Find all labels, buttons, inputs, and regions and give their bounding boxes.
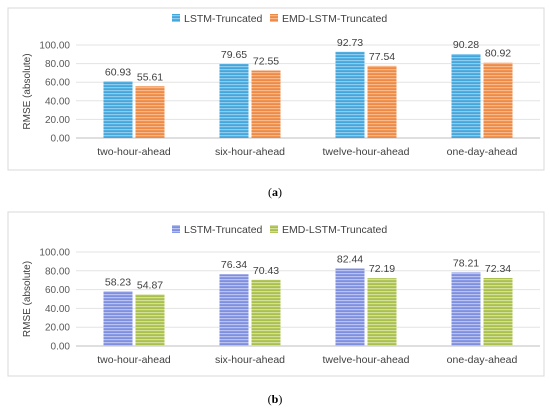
bar-emd-lstm-twelve-hour-ahead bbox=[367, 278, 397, 346]
x-tick-label: six-hour-ahead bbox=[215, 354, 285, 366]
legend-swatch bbox=[172, 225, 180, 233]
data-label: 78.21 bbox=[453, 257, 479, 269]
legend-label: LSTM-Truncated bbox=[184, 224, 263, 236]
x-tick-label: twelve-hour-ahead bbox=[323, 354, 410, 366]
bar-lstm-two-hour-ahead bbox=[103, 291, 133, 346]
data-label: 72.34 bbox=[485, 263, 511, 275]
legend-label: EMD-LSTM-Truncated bbox=[282, 13, 387, 25]
data-label: 72.55 bbox=[253, 56, 279, 68]
legend-swatch bbox=[270, 14, 278, 22]
bar-lstm-twelve-hour-ahead bbox=[335, 51, 365, 138]
bar-lstm-one-day-ahead bbox=[451, 272, 481, 346]
data-label: 55.61 bbox=[137, 71, 163, 83]
y-axis-label: RMSE (absolute) bbox=[22, 53, 33, 129]
data-label: 72.19 bbox=[369, 263, 395, 275]
data-label: 54.87 bbox=[137, 279, 163, 291]
data-label: 90.28 bbox=[453, 39, 479, 51]
legend-label: LSTM-Truncated bbox=[184, 13, 263, 25]
data-label: 79.65 bbox=[221, 49, 247, 61]
bar-lstm-six-hour-ahead bbox=[219, 274, 249, 346]
bar-emd-lstm-one-day-ahead bbox=[483, 278, 513, 346]
x-tick-label: two-hour-ahead bbox=[97, 146, 171, 158]
chart-a: 0.00 20.00 40.00 60.00 80.00 100.00 RMSE (abso… bbox=[7, 7, 545, 171]
data-label: 60.93 bbox=[105, 66, 131, 78]
bar-lstm-one-day-ahead bbox=[451, 54, 481, 139]
x-tick-label: two-hour-ahead bbox=[97, 354, 171, 366]
y-tick-label: 40.00 bbox=[45, 304, 70, 315]
bar-emd-lstm-twelve-hour-ahead bbox=[367, 65, 397, 138]
x-tick-label: one-day-ahead bbox=[447, 354, 518, 366]
y-tick-label: 60.00 bbox=[45, 285, 70, 296]
legend: LSTM-Truncated EMD-LSTM-Truncated bbox=[172, 13, 387, 25]
y-tick-label: 0.00 bbox=[51, 134, 71, 145]
y-tick-label: 60.00 bbox=[45, 78, 70, 89]
data-label: 82.44 bbox=[337, 254, 363, 266]
panel-caption: (a) bbox=[268, 185, 282, 199]
legend: LSTM-Truncated EMD-LSTM-Truncated bbox=[172, 224, 387, 236]
y-tick-label: 20.00 bbox=[45, 115, 70, 126]
bar-emd-lstm-two-hour-ahead bbox=[135, 86, 165, 138]
y-tick-label: 40.00 bbox=[45, 96, 70, 107]
legend-swatch bbox=[172, 14, 180, 22]
y-tick-label: 80.00 bbox=[45, 59, 70, 70]
y-tick-label: 100.00 bbox=[39, 248, 70, 259]
y-tick-label: 20.00 bbox=[45, 323, 70, 334]
data-label: 76.34 bbox=[221, 259, 247, 271]
bar-lstm-twelve-hour-ahead bbox=[335, 268, 365, 346]
data-label: 70.43 bbox=[253, 265, 279, 277]
y-tick-label: 100.00 bbox=[39, 41, 70, 52]
bar-emd-lstm-six-hour-ahead bbox=[251, 279, 281, 346]
x-tick-label: twelve-hour-ahead bbox=[323, 146, 410, 158]
bar-emd-lstm-one-day-ahead bbox=[483, 62, 513, 138]
data-label: 77.54 bbox=[369, 51, 395, 63]
data-label: 92.73 bbox=[337, 37, 363, 49]
x-tick-label: one-day-ahead bbox=[447, 146, 518, 158]
bar-lstm-two-hour-ahead bbox=[103, 81, 133, 138]
y-axis-label: RMSE (absolute) bbox=[22, 261, 33, 337]
panel-caption: (b) bbox=[268, 392, 283, 406]
bar-emd-lstm-six-hour-ahead bbox=[251, 70, 281, 138]
x-tick-label: six-hour-ahead bbox=[215, 146, 285, 158]
data-label: 58.23 bbox=[105, 276, 131, 288]
y-tick-label: 80.00 bbox=[45, 266, 70, 277]
bar-lstm-six-hour-ahead bbox=[219, 63, 249, 138]
legend-swatch bbox=[270, 225, 278, 233]
data-label: 80.92 bbox=[485, 48, 511, 60]
legend-label: EMD-LSTM-Truncated bbox=[282, 224, 387, 236]
chart-b: 0.00 20.00 40.00 60.00 80.00 100.00 RMSE (abso… bbox=[7, 211, 545, 377]
bar-emd-lstm-two-hour-ahead bbox=[135, 294, 165, 346]
y-tick-label: 0.00 bbox=[51, 342, 71, 353]
